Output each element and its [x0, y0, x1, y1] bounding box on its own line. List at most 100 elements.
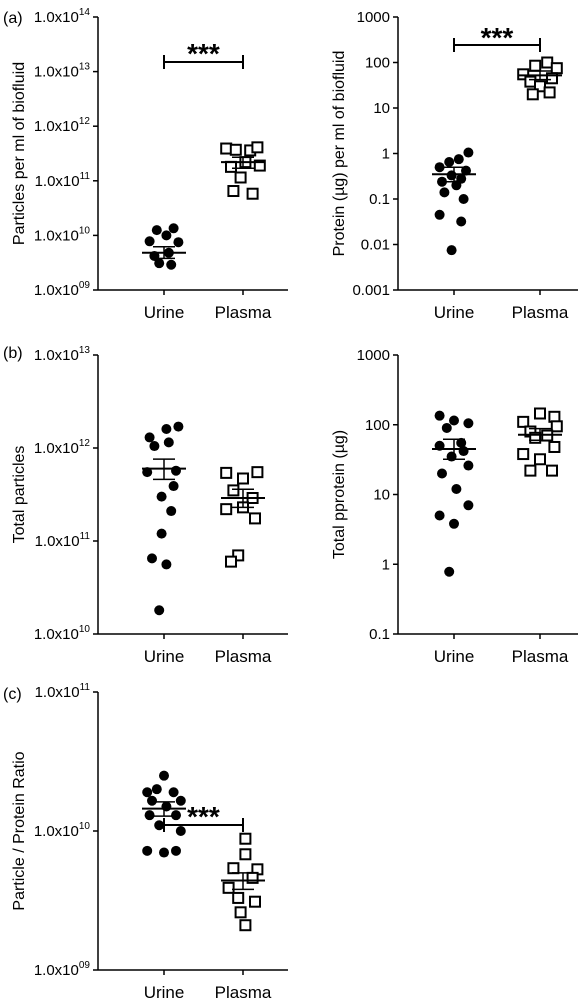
data-point-urine — [144, 432, 155, 443]
data-point-plasma — [251, 141, 264, 154]
data-point-urine — [147, 795, 157, 806]
y-tick-label: 0.01 — [361, 237, 390, 254]
data-point-urine — [154, 605, 165, 616]
y-axis-title: Total pprotein (µg) — [331, 430, 348, 559]
data-point-plasma — [220, 142, 233, 155]
data-point-urine — [161, 559, 172, 570]
y-axis-title: Particles per ml of biofluid — [11, 62, 28, 245]
data-point-urine — [458, 194, 469, 204]
data-point-urine — [154, 258, 165, 269]
significance-label: *** — [481, 22, 514, 53]
y-tick-label: 1000 — [357, 9, 390, 26]
data-point-urine — [175, 826, 186, 836]
x-tick-label-plasma: Plasma — [215, 983, 272, 1002]
chart-panel-1: 1.0x1009 1.0x1010 1.0x1011 1.0x1012 1.0x1013… — [3, 7, 288, 322]
data-point-plasma — [220, 466, 233, 479]
data-point-plasma — [253, 159, 266, 172]
data-point-urine — [444, 566, 455, 577]
panel-label: (a) — [3, 10, 23, 27]
data-point-plasma — [541, 56, 554, 69]
data-point-urine — [463, 460, 474, 471]
data-point-urine — [171, 465, 181, 476]
y-tick-label: 1.0x1010 — [34, 624, 91, 643]
y-tick-label: 1.0x1010 — [34, 225, 91, 244]
data-point-urine — [434, 410, 445, 421]
data-point-urine — [173, 237, 184, 248]
data-point-plasma — [249, 895, 261, 908]
data-point-urine — [456, 216, 467, 227]
x-tick-label-plasma: Plasma — [215, 303, 272, 322]
x-tick-label-plasma: Plasma — [215, 647, 272, 666]
data-point-urine — [168, 787, 179, 798]
data-point-urine — [151, 225, 162, 236]
data-point-plasma — [251, 466, 264, 479]
panel-label: (c) — [3, 686, 22, 703]
y-axis-title: Protein (µg) per ml of biofluid — [331, 51, 348, 257]
y-tick-label: 1.0x1014 — [34, 7, 91, 26]
data-point-plasma — [239, 919, 252, 932]
data-point-plasma — [524, 464, 537, 477]
data-point-plasma — [225, 555, 237, 568]
data-point-plasma — [227, 185, 240, 198]
y-tick-label: 10 — [373, 100, 390, 117]
y-tick-label: 1.0x1012 — [34, 116, 91, 135]
data-point-urine — [434, 162, 445, 173]
data-point-urine — [451, 483, 462, 494]
x-tick-label-urine: Urine — [434, 647, 475, 666]
chart-panel-4: 0.1 1 10 100 1000 Urine Plasma Total pprotein (… — [331, 347, 578, 666]
x-tick-label-urine: Urine — [144, 303, 185, 322]
chart-panel-2: 0.001 0.01 0.1 1 10 100 1000 Urine Plasma Protein… — [331, 9, 578, 322]
data-point-urine — [171, 845, 181, 856]
data-point-urine — [166, 259, 177, 270]
data-point-plasma — [232, 549, 245, 562]
data-point-plasma — [548, 440, 561, 453]
y-tick-label: 0.1 — [369, 191, 390, 208]
data-point-urine — [456, 437, 467, 448]
data-point-urine — [434, 510, 445, 521]
data-point-urine — [151, 784, 162, 795]
data-point-urine — [156, 528, 167, 539]
data-point-plasma — [237, 472, 249, 485]
data-point-urine — [142, 467, 153, 478]
data-point-urine — [463, 418, 474, 429]
data-point-urine — [451, 180, 462, 191]
y-tick-label: 1.0x1010 — [34, 821, 91, 840]
data-point-urine — [439, 187, 450, 198]
data-point-urine — [446, 245, 457, 256]
data-point-urine — [144, 236, 155, 247]
data-point-urine — [437, 468, 447, 479]
data-point-urine — [449, 415, 459, 426]
y-axis-title: Particle / Protein Ratio — [11, 751, 28, 910]
chart-panel-5: 1.0x1009 1.0x1010 1.0x1011 Urine Plasma Parti… — [3, 682, 288, 1002]
y-tick-label: 1.0x1011 — [35, 682, 91, 701]
data-point-plasma — [227, 862, 240, 875]
y-tick-label: 1.0x1009 — [34, 280, 91, 299]
data-point-plasma — [229, 143, 242, 156]
data-point-plasma — [534, 407, 546, 420]
data-point-plasma — [220, 503, 233, 516]
data-point-plasma — [225, 160, 237, 173]
data-point-plasma — [227, 484, 240, 497]
data-point-urine — [159, 847, 169, 858]
x-tick-label-urine: Urine — [434, 303, 475, 322]
data-point-plasma — [534, 80, 546, 93]
y-tick-label: 1.0x1013 — [34, 345, 91, 364]
data-point-plasma — [222, 881, 235, 894]
data-point-urine — [437, 176, 447, 187]
data-point-plasma — [517, 415, 530, 428]
y-tick-label: 1.0x1012 — [34, 438, 91, 457]
y-tick-label: 10 — [373, 487, 390, 504]
y-tick-label: 1.0x1011 — [35, 171, 91, 190]
data-point-plasma — [234, 906, 247, 919]
x-tick-label-urine: Urine — [144, 983, 185, 1002]
significance-label: *** — [187, 801, 220, 832]
data-point-urine — [142, 845, 153, 856]
data-point-urine — [173, 421, 184, 432]
data-point-plasma — [239, 848, 252, 861]
data-point-urine — [168, 481, 179, 492]
y-tick-label: 1 — [382, 556, 390, 573]
data-point-urine — [444, 157, 455, 168]
y-tick-label: 0.001 — [352, 282, 390, 299]
y-tick-label: 1 — [382, 146, 390, 163]
